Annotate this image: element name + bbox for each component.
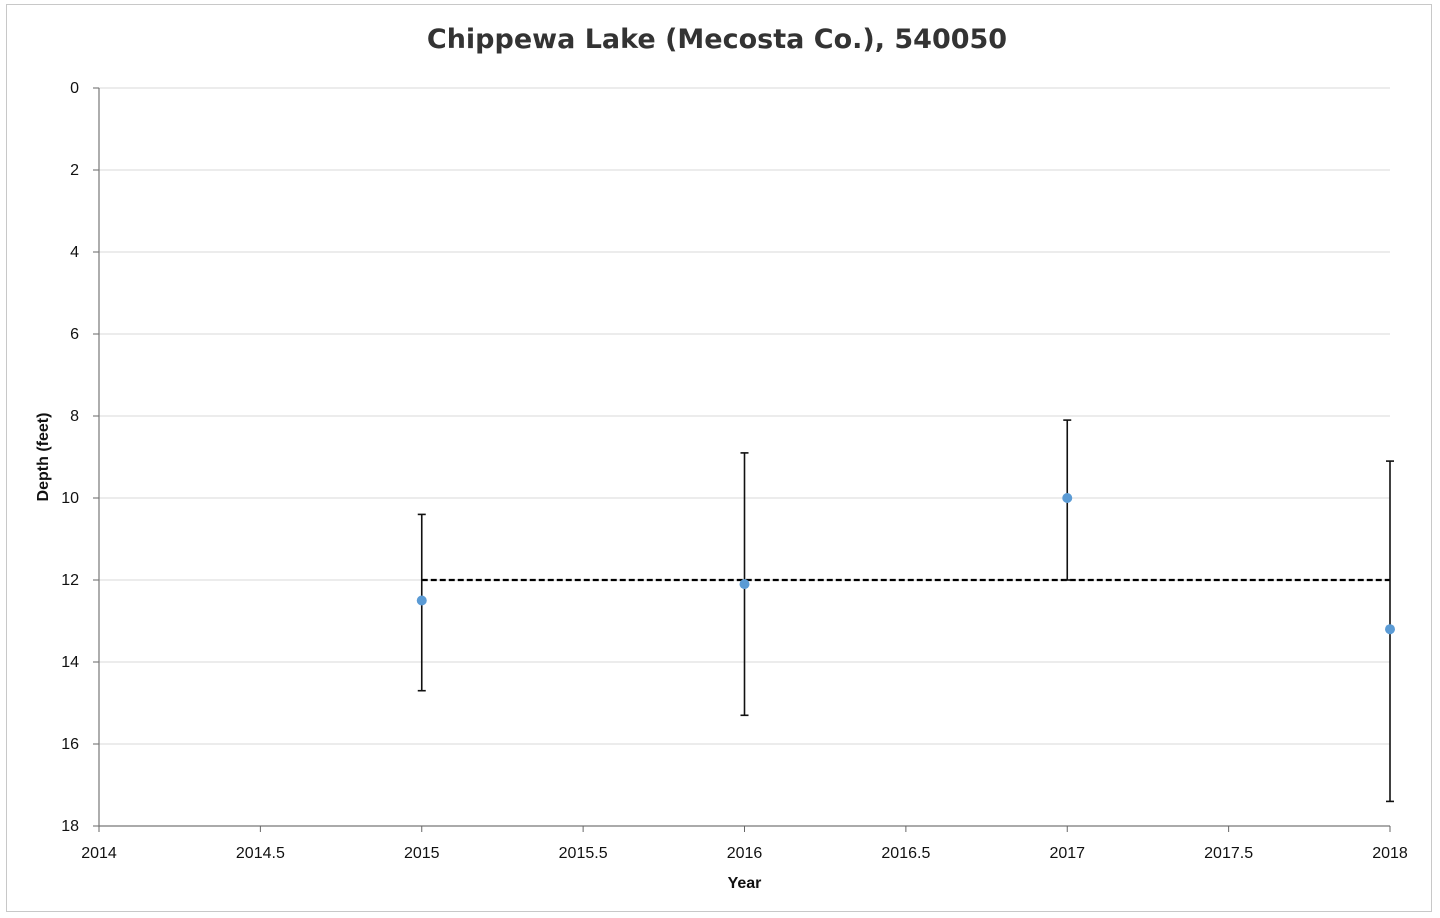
data-point (416, 595, 427, 606)
y-tick-label: 8 (70, 408, 79, 425)
y-tick-label: 0 (70, 80, 79, 97)
y-tick-label: 16 (61, 736, 79, 753)
x-tick-label: 2015 (404, 845, 440, 862)
axes (93, 87, 1391, 832)
y-axis-title: Depth (feet) (35, 413, 52, 502)
x-tick-label: 2016 (727, 845, 763, 862)
data-point (1062, 493, 1073, 503)
x-tick-label: 2016.5 (881, 845, 930, 862)
data-points (416, 493, 1395, 635)
x-tick-label: 2014 (81, 845, 117, 862)
x-axis-title: Year (728, 875, 762, 892)
x-tick-label: 2018 (1372, 845, 1408, 862)
data-point (739, 579, 750, 590)
chart-title: Chippewa Lake (Mecosta Co.), 540050 (426, 24, 1008, 55)
x-tick-label: 2017.5 (1204, 845, 1253, 862)
y-tick-label: 12 (61, 572, 79, 589)
y-tick-label: 18 (61, 818, 79, 835)
data-point (1385, 624, 1395, 635)
y-tick-label: 6 (70, 326, 79, 343)
chart-frame (6, 4, 1432, 912)
y-tick-label: 10 (61, 490, 79, 507)
x-tick-label: 2014.5 (236, 845, 285, 862)
y-tick-label: 2 (70, 162, 79, 179)
x-tick-label: 2015.5 (559, 845, 608, 862)
y-tick-label: 14 (61, 654, 79, 671)
y-tick-label: 4 (70, 244, 79, 261)
x-tick-label: 2017 (1049, 845, 1085, 862)
